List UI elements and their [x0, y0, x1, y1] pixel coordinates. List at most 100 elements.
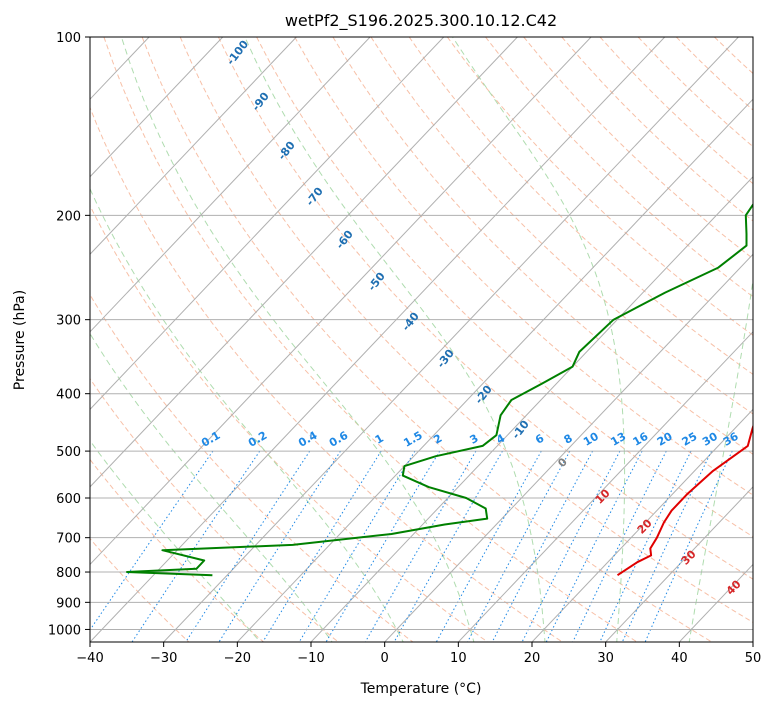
x-tick-label: 0: [381, 651, 389, 666]
moist-adiabat: [244, 37, 546, 642]
moist-adiabat-label: 30: [679, 547, 699, 567]
mixing-ratio-label: 1: [373, 432, 386, 447]
mixing-ratio-label: 3: [468, 432, 481, 447]
isotherm-label: -20: [472, 383, 495, 407]
temperature-line: [616, 423, 753, 577]
skewed-isotherm: [531, 408, 753, 642]
plot-frame: [89, 36, 754, 643]
dry-adiabat: [332, 37, 753, 455]
x-tick-label: −40: [76, 651, 103, 666]
mixing-ratio-label: 36: [721, 430, 741, 449]
mixing-ratio-line: [435, 450, 542, 642]
dry-adiabat: [90, 293, 414, 642]
mixing-ratio-line: [218, 450, 341, 642]
dry-adiabat: [90, 458, 265, 642]
dry-adiabat: [485, 37, 753, 298]
y-axis-label: Pressure (hPa): [12, 290, 28, 390]
isotherm-label: -70: [303, 185, 326, 209]
isotherm-label: -30: [434, 347, 457, 371]
dry-adiabat: [523, 37, 753, 260]
x-axis-label: Temperature (°C): [360, 681, 482, 697]
y-tick-label: 300: [56, 314, 81, 329]
chart-title: wetPf2_S196.2025.300.10.12.C42: [285, 11, 557, 31]
x-tick-label: −30: [150, 651, 177, 666]
y-tick-label: 400: [56, 388, 81, 403]
skewed-isotherm: [0, 37, 2, 654]
skewed-isotherm: [236, 98, 753, 642]
moist-adiabat-label: 10: [593, 486, 613, 506]
mixing-ratio-label: 25: [680, 430, 700, 449]
skewed-isotherm: [90, 37, 592, 566]
dry-adiabat: [90, 204, 489, 642]
isotherm-label: -90: [249, 90, 272, 114]
x-tick-label: 20: [524, 651, 541, 666]
isotherm-label: -60: [333, 228, 356, 252]
moist-adiabat-label: 20: [635, 516, 655, 536]
mixing-ratio-label: 2: [431, 432, 444, 447]
skewed-isotherm: [383, 253, 753, 642]
mixing-ratio-label: 0.2: [246, 429, 269, 450]
mixing-ratio-label: 1.5: [401, 429, 424, 450]
x-tick-label: 10: [450, 651, 467, 666]
skewed-isotherm: [752, 641, 753, 642]
skewed-isotherm: [90, 37, 445, 411]
mixing-ratio-line: [491, 450, 594, 642]
mixing-ratio-line: [393, 450, 503, 642]
skewed-isotherm: [90, 37, 224, 178]
x-tick-label: 40: [671, 651, 688, 666]
mixing-ratio-line: [466, 450, 571, 642]
y-tick-label: 800: [56, 566, 81, 581]
dry-adiabat: [103, 37, 638, 642]
dry-adiabat: [637, 37, 753, 148]
y-tick-label: 600: [56, 492, 81, 507]
mixing-ratio-label: 16: [631, 430, 651, 449]
moist-adiabat: [90, 332, 333, 642]
x-tick-label: 50: [745, 651, 762, 666]
dewpoint-line: [126, 202, 753, 577]
mixing-ratio-line: [262, 450, 382, 642]
y-tick-label: 500: [56, 445, 81, 460]
skewed-isotherm: [457, 331, 753, 642]
skewed-isotherm: [162, 37, 739, 642]
dry-adiabat: [408, 37, 753, 375]
skewed-isotherm: [90, 37, 371, 333]
isotherm-label: -80: [275, 139, 298, 163]
x-tick-label: −20: [224, 651, 251, 666]
mixing-ratio-label: 13: [608, 430, 628, 449]
y-tick-label: 900: [56, 596, 81, 611]
skewed-isotherm: [90, 37, 297, 256]
mixing-ratio-line: [545, 450, 643, 642]
mixing-ratio-label: 0.6: [327, 429, 351, 450]
dry-adiabat: [370, 37, 753, 415]
dry-adiabat: [90, 537, 190, 642]
x-tick-label: 30: [597, 651, 614, 666]
moist-adiabat-label: 40: [724, 577, 744, 597]
mixing-ratio-label: 6: [533, 432, 546, 447]
moist-adiabat: [90, 187, 404, 642]
mixing-ratio-label: 30: [700, 430, 720, 449]
moist-adiabat-label: 0: [555, 455, 570, 470]
dry-adiabat: [446, 37, 753, 336]
mixing-ratio-label: 4: [494, 432, 507, 447]
moist-adiabat: [452, 37, 626, 642]
x-tick-label: −10: [297, 651, 324, 666]
mixing-ratio-label: 0.4: [296, 429, 320, 450]
dry-adiabat: [256, 37, 753, 538]
dry-adiabat: [294, 37, 753, 496]
mixing-ratio-line: [325, 450, 441, 642]
dry-adiabat: [752, 37, 753, 39]
y-tick-label: 200: [56, 209, 81, 224]
y-tick-label: 100: [56, 31, 81, 46]
mixing-ratio-line: [521, 450, 621, 642]
y-tick-label: 700: [56, 532, 81, 547]
moist-adiabat: [688, 277, 753, 642]
y-tick-label: 1000: [48, 623, 81, 638]
moist-adiabat: [120, 37, 475, 642]
skewed-isotherm: [604, 486, 753, 642]
skewed-isotherm: [90, 37, 518, 488]
isotherm-label: -10: [509, 418, 532, 442]
skewed-isotherm: [310, 176, 753, 642]
skewed-isotherm: [90, 37, 666, 642]
isotherm-label: -50: [365, 270, 388, 294]
